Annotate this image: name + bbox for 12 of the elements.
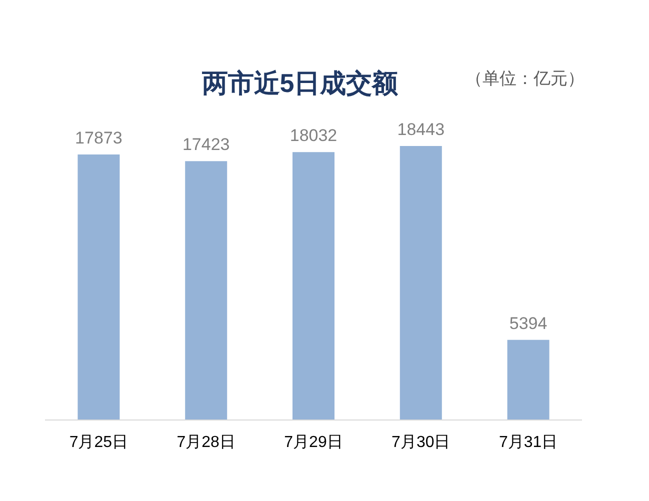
data-label: 17423	[182, 135, 230, 154]
data-label: 5394	[509, 314, 548, 333]
x-tick-label: 7月31日	[498, 434, 558, 451]
annotation: （单位：亿元）	[466, 69, 584, 88]
x-tick-label: 7月25日	[69, 434, 128, 451]
title: 两市近5日成交额	[202, 68, 398, 98]
x-tick-label: 7月28日	[176, 434, 236, 451]
data-label: 17873	[75, 128, 122, 148]
data-label: 18443	[397, 120, 445, 139]
data-label: 18032	[290, 126, 338, 146]
x-tick-label: 7月29日	[284, 434, 343, 451]
x-tick-label: 7月30日	[392, 434, 450, 451]
